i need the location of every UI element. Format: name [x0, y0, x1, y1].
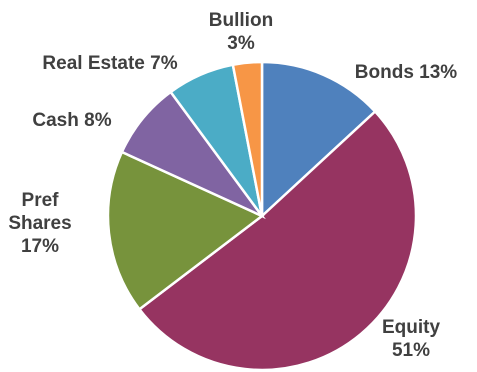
pie-slice-equity: [137, 109, 418, 372]
pie-label-equity: Equity 51%: [382, 317, 440, 361]
pie-slice-bullion: [231, 60, 264, 217]
pie-label-bonds: Bonds 13%: [355, 62, 458, 83]
pie-label-pref-shares: Pref Shares 17%: [8, 190, 71, 257]
pie-label-cash: Cash 8%: [32, 110, 111, 131]
pie-labels: Bonds 13% Equity 51% Pref Shares 17% Cash 8% Re…: [8, 10, 457, 361]
pie-slices: [106, 60, 418, 372]
pie-label-real-estate: Real Estate 7%: [42, 53, 177, 74]
pie-slice-pref-shares: [106, 150, 265, 312]
pie-slice-bonds: [260, 60, 377, 219]
pie-label-bullion: Bullion 3%: [209, 10, 273, 54]
